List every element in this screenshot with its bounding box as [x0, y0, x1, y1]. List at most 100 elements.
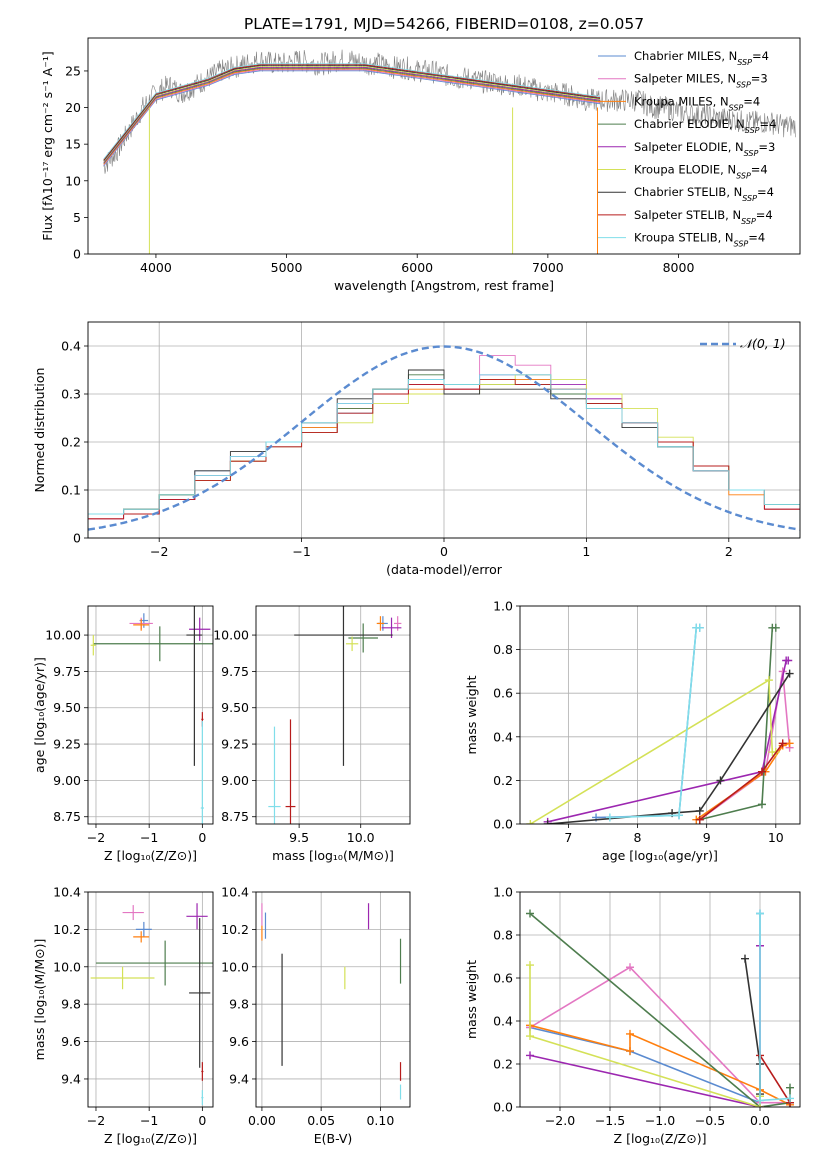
series-line	[529, 945, 761, 1107]
y-axis-label: Flux [fλ10⁻¹⁷ erg cm⁻² s⁻¹ A⁻¹]	[40, 51, 55, 240]
axes-frame	[87, 321, 801, 539]
x-tick-label: 1	[582, 544, 590, 559]
plot-area	[90, 903, 213, 1106]
series-line	[529, 966, 790, 1104]
y-tick-label: 0.6	[493, 971, 513, 986]
y-tick-label: 0.0	[493, 817, 513, 832]
x-tick-label: 0.00	[248, 1113, 276, 1128]
x-tick-label: 9.5	[289, 830, 309, 845]
data-point	[778, 739, 787, 748]
y-tick-label: 15	[65, 137, 81, 152]
x-tick-label: 8	[634, 830, 642, 845]
data-point	[695, 815, 704, 824]
y-tick-label: 0.2	[61, 435, 81, 450]
y-tick-label: 9.8	[61, 997, 81, 1012]
panel-age_vs_mass: 9.5 10.0 8.75 9.00 9.25 9.50 9.75 10.00 mass [lo…	[213, 605, 411, 863]
data-point	[526, 909, 534, 918]
axes-frame	[87, 605, 214, 825]
y-tick-label: 9.00	[53, 773, 81, 788]
y-tick-label: 0.6	[493, 686, 513, 701]
legend: Chabrier MILES, NSSP=4 Salpeter MILES, NS…	[598, 49, 776, 248]
axes-frame	[255, 891, 411, 1108]
histogram-step	[88, 374, 800, 538]
legend-label: Chabrier STELIB, NSSP=4	[634, 185, 774, 203]
x-tick-label: 2	[725, 544, 733, 559]
data-point	[526, 1051, 534, 1060]
y-tick-label: 25	[65, 63, 81, 78]
panels: 4000 5000 6000 7000 80000510152025wavelength…	[32, 37, 801, 1146]
y-axis-label: mass weight	[464, 675, 479, 754]
x-tick-label: 0	[198, 830, 206, 845]
x-axis-label: Z [log₁₀(Z/Z⊙)]	[104, 848, 197, 863]
legend-label: 𝒩(0, 1)	[740, 336, 786, 351]
y-tick-label: 9.6	[61, 1034, 81, 1049]
data-point	[543, 820, 552, 824]
y-tick-label: 0.4	[61, 339, 81, 354]
data-point	[757, 767, 766, 776]
series-line	[595, 626, 700, 819]
data-point	[626, 1047, 634, 1056]
y-tick-label: 0.4	[493, 1014, 513, 1029]
x-axis-label: wavelength [Angstrom, rest frame]	[334, 278, 554, 293]
series-line	[699, 671, 791, 821]
y-tick-label: 9.6	[229, 1034, 249, 1049]
y-tick-label: 9.25	[221, 737, 249, 752]
y-tick-label: 9.25	[53, 737, 81, 752]
panel-mass_vs_EBV: 0.00 0.05 0.10 9.4 9.6 9.8 10.0 10.2 10.4 E(B-V)	[221, 885, 411, 1146]
y-axis-label: mass weight	[464, 960, 479, 1039]
y-tick-label: 0.0	[493, 1100, 513, 1115]
y-tick-label: 10	[65, 173, 81, 188]
axes-frame	[255, 605, 411, 825]
data-point	[741, 954, 749, 963]
y-tick-label: 10.4	[221, 885, 249, 900]
y-tick-label: 0.2	[493, 773, 513, 788]
y-tick-label: 9.8	[229, 997, 249, 1012]
y-tick-label: 1.0	[493, 599, 513, 614]
x-tick-label: 9	[703, 830, 711, 845]
x-tick-label: 0.10	[366, 1113, 394, 1128]
legend-label: Kroupa ELODIE, NSSP=4	[634, 163, 768, 181]
y-tick-label: 0.8	[493, 642, 513, 657]
x-tick-label: −1.5	[595, 1113, 625, 1128]
y-tick-label: 9.50	[221, 700, 249, 715]
y-tick-label: 9.4	[229, 1071, 249, 1086]
y-tick-label: 0	[73, 531, 81, 546]
y-tick-label: 9.00	[221, 773, 249, 788]
data-point	[626, 1029, 634, 1038]
plot-area	[90, 606, 213, 824]
x-axis-label: (data-model)/error	[386, 562, 503, 577]
y-tick-label: 0	[73, 247, 81, 262]
x-axis-label: E(B-V)	[314, 1131, 353, 1146]
x-tick-label: 8000	[663, 260, 695, 275]
panel-mass_weight_vs_Z: −2.0 −1.5 −1.0 −0.5 0.0 0.0 0.2 0.4 0.6 0.8 1.0 Z […	[464, 885, 801, 1146]
y-tick-label: 10.4	[53, 885, 81, 900]
legend-label: Salpeter STELIB, NSSP=4	[634, 208, 773, 226]
x-axis-label: age [log₁₀(age/yr)]	[602, 848, 718, 863]
plot-area	[88, 345, 800, 538]
y-tick-label: 9.50	[53, 700, 81, 715]
y-tick-label: 5	[73, 210, 81, 225]
model-line	[103, 65, 601, 161]
y-tick-label: 0.8	[493, 928, 513, 943]
figure-title: PLATE=1791, MJD=54266, FIBERID=0108, z=0…	[244, 15, 644, 33]
series-line	[744, 958, 761, 1095]
x-tick-label: −1.0	[645, 1113, 675, 1128]
y-tick-label: 0.4	[493, 729, 513, 744]
x-tick-label: −1	[140, 1113, 158, 1128]
axes-frame	[87, 891, 214, 1108]
model-line	[103, 69, 601, 166]
data-point	[786, 1083, 794, 1092]
x-axis-label: Z [log₁₀(Z/Z⊙)]	[614, 1131, 707, 1146]
plot-area	[526, 623, 794, 824]
panel-age_vs_Z: −2 −1 0 8.75 9.00 9.25 9.50 9.75 10.00 Z [log₁₀(Z…	[32, 605, 214, 863]
x-tick-label: −2	[150, 544, 168, 559]
data-point	[716, 776, 725, 785]
panel-residual_histogram: −2 −1 0 1 2 0 0.1 0.2 0.3 0.4 (data-model)/error No…	[32, 321, 801, 577]
y-tick-label: 20	[65, 100, 81, 115]
y-tick-label: 10.0	[53, 959, 81, 974]
data-point	[526, 1032, 534, 1041]
data-point	[785, 669, 794, 678]
y-tick-label: 8.75	[53, 809, 81, 824]
model-line	[103, 66, 601, 162]
x-tick-label: −2	[87, 830, 105, 845]
